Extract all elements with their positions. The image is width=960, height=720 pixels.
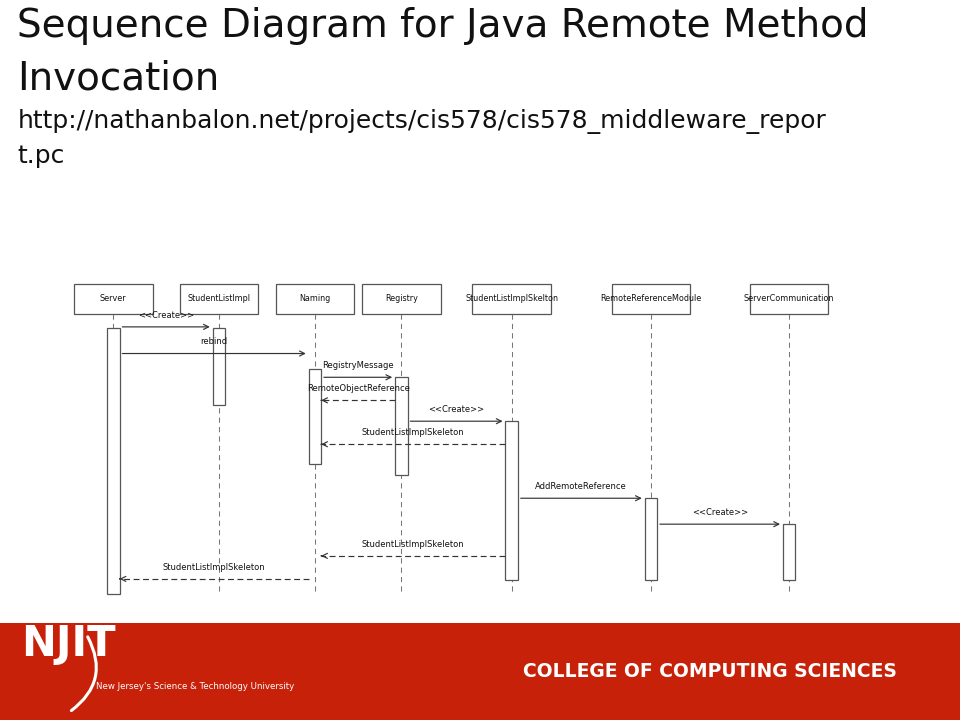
Text: Naming: Naming (300, 294, 330, 303)
Text: StudentListImplSkeleton: StudentListImplSkeleton (163, 563, 265, 572)
Bar (612, 284, 690, 314)
Text: StudentListImplSkelton: StudentListImplSkelton (466, 294, 558, 303)
Text: Server: Server (100, 294, 127, 303)
Text: Invocation: Invocation (17, 59, 220, 97)
Text: <<Create>>: <<Create>> (138, 310, 194, 320)
Text: Sequence Diagram for Java Remote Method: Sequence Diagram for Java Remote Method (17, 7, 869, 45)
Text: Registry: Registry (385, 294, 418, 303)
Text: NJIT: NJIT (21, 624, 116, 665)
Text: <<Create>>: <<Create>> (428, 405, 485, 414)
Bar (362, 284, 441, 314)
Text: StudentListImpl: StudentListImpl (187, 294, 251, 303)
Text: New Jersey's Science & Technology University: New Jersey's Science & Technology Univer… (96, 683, 295, 691)
Text: AddRemoteReference: AddRemoteReference (536, 482, 627, 491)
Bar (396, 377, 407, 475)
Text: http://nathanbalon.net/projects/cis578/cis578_middleware_repor: http://nathanbalon.net/projects/cis578/c… (17, 109, 827, 135)
Text: RegistryMessage: RegistryMessage (323, 361, 394, 370)
Text: StudentListImplSkeleton: StudentListImplSkeleton (362, 428, 465, 437)
Bar (276, 284, 354, 314)
Bar (180, 284, 258, 314)
Bar (309, 369, 321, 464)
Text: COLLEGE OF COMPUTING SCIENCES: COLLEGE OF COMPUTING SCIENCES (523, 662, 897, 681)
Bar (74, 284, 153, 314)
Text: rebind: rebind (201, 337, 228, 346)
Text: RemoteObjectReference: RemoteObjectReference (306, 384, 410, 393)
Text: ServerCommunication: ServerCommunication (744, 294, 834, 303)
Bar (107, 328, 119, 594)
Text: <<Create>>: <<Create>> (692, 508, 748, 517)
Text: StudentListImplSkeleton: StudentListImplSkeleton (362, 540, 465, 549)
Bar (783, 524, 795, 580)
Text: RemoteReferenceModule: RemoteReferenceModule (600, 294, 702, 303)
Bar (472, 284, 551, 314)
Bar (506, 421, 518, 580)
Bar (213, 328, 226, 405)
Bar (750, 284, 828, 314)
Bar (0, 623, 960, 720)
Text: t.pc: t.pc (17, 144, 64, 168)
Bar (645, 498, 658, 580)
